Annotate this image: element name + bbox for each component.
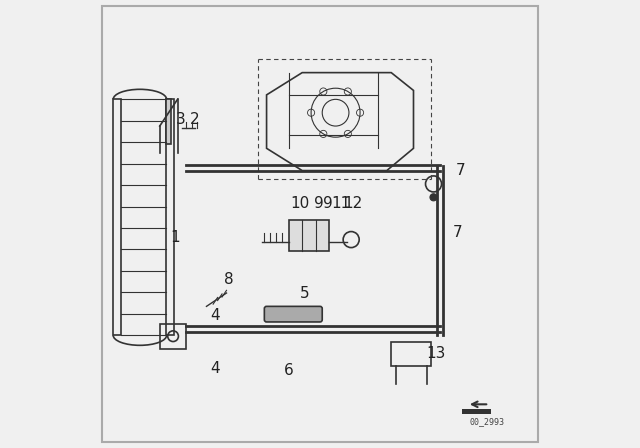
Text: 7: 7 [456,163,465,178]
Text: 10: 10 [291,197,310,211]
Text: 13: 13 [426,345,445,361]
Text: 12: 12 [344,197,363,211]
FancyBboxPatch shape [463,409,492,414]
Text: 4: 4 [211,308,220,323]
Text: 4: 4 [211,361,220,376]
Text: 2: 2 [189,112,199,127]
Text: 11: 11 [332,197,351,211]
Text: 5: 5 [300,285,309,301]
Text: 00_2993: 00_2993 [470,418,504,426]
FancyBboxPatch shape [289,220,329,251]
FancyBboxPatch shape [264,306,322,322]
Text: 7: 7 [453,225,463,241]
FancyBboxPatch shape [166,99,171,144]
Text: 6: 6 [284,363,294,379]
Text: 3: 3 [176,112,186,127]
Text: 8: 8 [224,272,234,287]
Text: 9: 9 [323,197,333,211]
Text: 9: 9 [314,197,324,211]
Text: 1: 1 [170,230,180,245]
Circle shape [430,194,437,201]
